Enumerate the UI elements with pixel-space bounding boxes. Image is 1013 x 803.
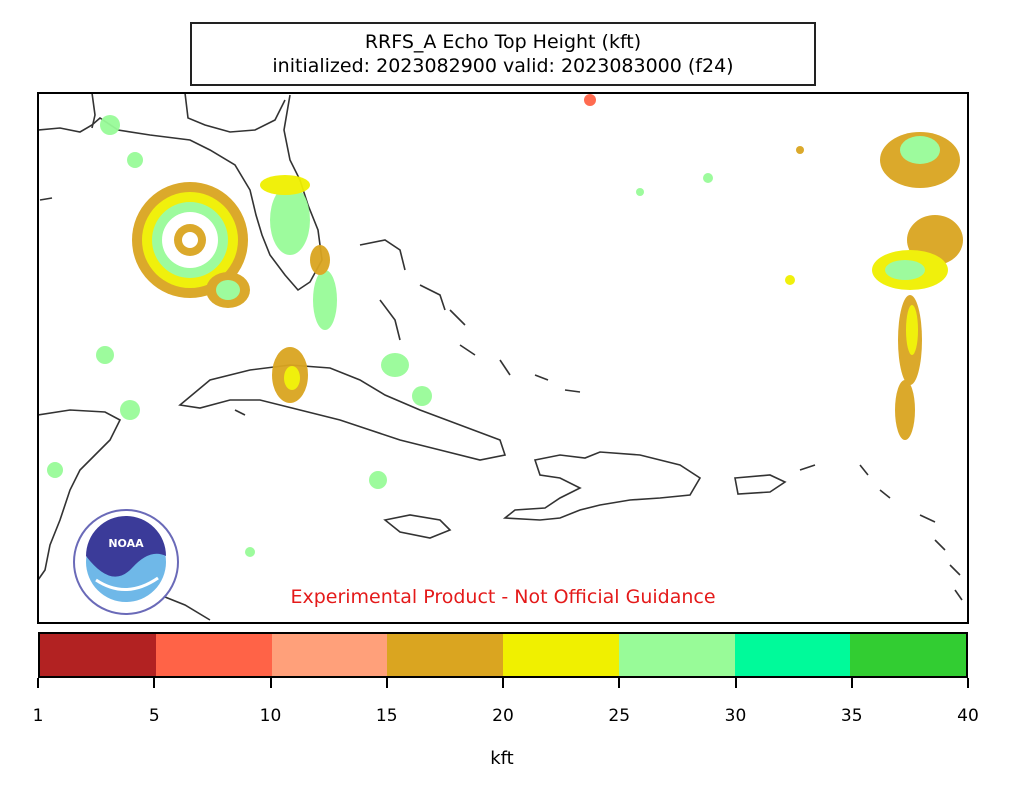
- colorbar-tick-mark: [502, 678, 504, 688]
- colorbar-segment-8: [850, 634, 966, 676]
- colorbar-tick-label: 15: [375, 706, 398, 726]
- colorbar: [38, 632, 968, 678]
- colorbar-tick-label: 25: [608, 706, 631, 726]
- puerto-rico: [734, 474, 787, 495]
- hispaniola: [502, 451, 702, 521]
- noaa-logo: [73, 509, 179, 615]
- colorbar-tick-label: 35: [840, 706, 863, 726]
- echo-overlay: [47, 94, 963, 557]
- colorbar-segment-3: [271, 634, 388, 676]
- noaa-logo-text: NOAA: [108, 537, 144, 550]
- colorbar-tick-mark: [850, 678, 853, 688]
- mexico-coastline: [39, 409, 122, 580]
- colorbar-tick-mark: [385, 678, 388, 688]
- colorbar-tick-mark: [153, 678, 156, 688]
- colorbar-tick-mark: [967, 678, 969, 688]
- colorbar-segment-4: [387, 634, 503, 676]
- colorbar-segment-5: [503, 634, 619, 676]
- colorbar-tick-label: 5: [148, 706, 160, 726]
- colorbar-tick-label: 10: [259, 706, 282, 726]
- colorbar-tick-label: 20: [492, 706, 514, 726]
- colorbar-segment-2: [155, 634, 272, 676]
- colorbar-unit-label: kft: [490, 748, 514, 769]
- bahamas: [359, 239, 406, 271]
- title-box: RRFS_A Echo Top Height (kft) initialized…: [190, 22, 816, 86]
- map-frame: [37, 92, 969, 624]
- colorbar-tick-mark: [269, 678, 272, 688]
- colorbar-tick-mark: [37, 678, 39, 688]
- colorbar-segment-7: [734, 634, 851, 676]
- colorbar-tick-label: 40: [957, 706, 979, 726]
- colorbar-tick-mark: [734, 678, 737, 688]
- colorbar-tick-label: 1: [32, 706, 44, 726]
- title-line-2: initialized: 2023082900 valid: 202308300…: [272, 55, 734, 77]
- colorbar-tick-label: 30: [724, 706, 747, 726]
- title-line-1: RRFS_A Echo Top Height (kft): [364, 31, 642, 53]
- disclaimer-text: Experimental Product - Not Official Guid…: [290, 586, 716, 608]
- jamaica: [383, 514, 452, 539]
- colorbar-tick-mark: [618, 678, 621, 688]
- colorbar-segment-1: [40, 634, 156, 676]
- colorbar-segment-6: [618, 634, 735, 676]
